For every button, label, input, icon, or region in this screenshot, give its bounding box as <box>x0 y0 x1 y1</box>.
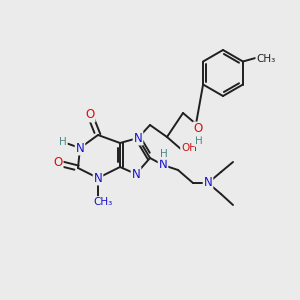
Text: H: H <box>59 137 67 147</box>
Text: OH: OH <box>181 143 197 153</box>
Text: N: N <box>134 131 142 145</box>
Text: O: O <box>194 122 202 136</box>
Text: N: N <box>94 172 102 184</box>
Text: H: H <box>195 136 203 146</box>
Text: N: N <box>76 142 84 154</box>
Text: N: N <box>132 167 140 181</box>
Text: O: O <box>53 157 63 169</box>
Text: H: H <box>160 149 168 159</box>
Text: N: N <box>204 176 212 190</box>
Text: CH₃: CH₃ <box>93 197 112 207</box>
Text: N: N <box>159 158 167 172</box>
Text: O: O <box>85 109 94 122</box>
Text: CH₃: CH₃ <box>256 53 275 64</box>
